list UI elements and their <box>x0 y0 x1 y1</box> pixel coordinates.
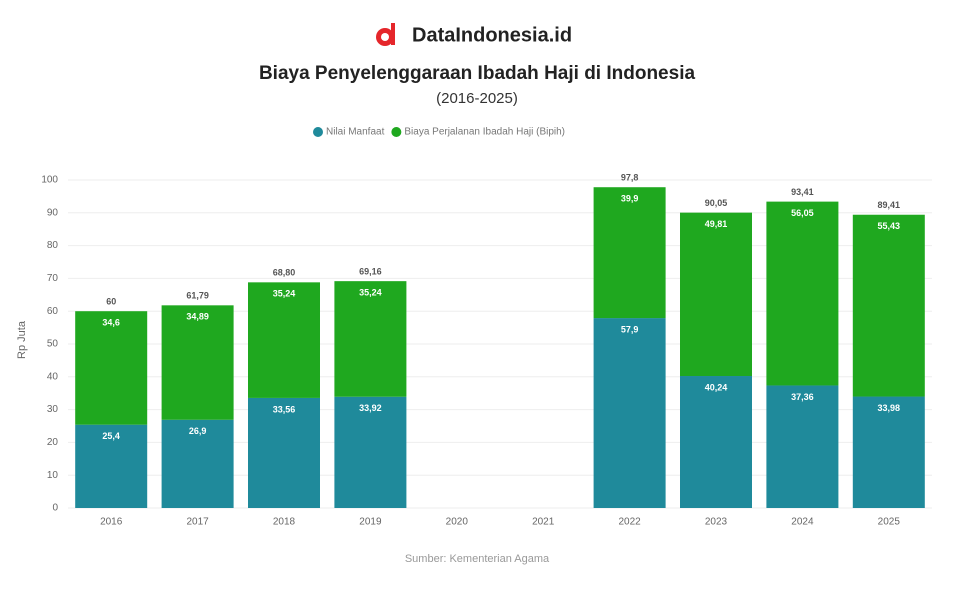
value-label: 33,98 <box>878 403 901 413</box>
value-label: 35,24 <box>273 289 296 299</box>
value-label: 34,89 <box>186 312 209 322</box>
y-tick-label: 80 <box>47 240 59 251</box>
total-label: 89,41 <box>878 200 901 210</box>
total-label: 68,80 <box>273 268 296 278</box>
y-tick-label: 70 <box>47 273 59 284</box>
bar-segment <box>680 376 752 508</box>
value-label: 56,05 <box>791 208 814 218</box>
value-label: 49,81 <box>705 219 728 229</box>
total-label: 61,79 <box>186 291 209 301</box>
source: Sumber: Kementerian Agama <box>405 553 550 565</box>
y-tick-label: 90 <box>47 207 59 218</box>
chart-title: Biaya Penyelenggaraan Ibadah Haji di Ind… <box>259 63 696 84</box>
value-label: 33,56 <box>273 404 296 414</box>
y-tick-label: 20 <box>47 437 59 448</box>
bar-segment <box>75 424 148 508</box>
value-label: 39,9 <box>621 194 639 204</box>
y-tick-label: 40 <box>47 371 59 382</box>
chart-subtitle: (2016-2025) <box>436 90 518 107</box>
total-label: 97,8 <box>621 173 639 183</box>
value-label: 35,24 <box>359 288 382 298</box>
bar-segment <box>75 311 148 425</box>
value-label: 25,4 <box>102 431 120 441</box>
bar-segment <box>766 201 839 386</box>
legend-swatch <box>391 127 402 137</box>
value-label: 34,6 <box>102 318 120 328</box>
brand: DataIndonesia.id <box>412 24 572 46</box>
y-tick-label: 60 <box>47 306 59 317</box>
bar-segment <box>248 397 320 508</box>
value-label: 57,9 <box>621 324 639 334</box>
total-label: 60 <box>106 297 116 307</box>
x-tick-label: 2020 <box>446 517 469 528</box>
value-label: 37,36 <box>791 392 814 402</box>
y-tick-label: 100 <box>41 175 58 186</box>
bar-segment <box>161 419 234 508</box>
y-tick-label: 30 <box>47 404 59 415</box>
total-label: 93,41 <box>791 187 814 197</box>
x-tick-label: 2016 <box>100 517 123 528</box>
x-tick-label: 2021 <box>532 517 555 528</box>
logo: DataIndonesia.id <box>376 23 572 46</box>
bar-segment <box>766 385 839 508</box>
bar-segment <box>852 396 925 508</box>
total-label: 90,05 <box>705 198 728 208</box>
legend-label: Nilai Manfaat <box>326 127 385 138</box>
legend-label: Biaya Perjalanan Ibadah Haji (Bipih) <box>404 127 565 138</box>
y-axis-label: Rp Juta <box>16 320 28 359</box>
bar-segment <box>593 318 666 508</box>
value-label: 26,9 <box>189 426 207 436</box>
bar-segment <box>334 396 407 508</box>
bar-segment <box>334 281 407 397</box>
value-label: 55,43 <box>878 221 901 231</box>
bar-segment <box>593 187 666 319</box>
x-tick-label: 2017 <box>186 517 209 528</box>
legend-swatch <box>313 127 323 137</box>
total-label: 69,16 <box>359 267 382 277</box>
bar-segment <box>680 212 752 377</box>
value-label: 33,92 <box>359 403 382 413</box>
x-tick-label: 2019 <box>359 517 382 528</box>
x-tick-label: 2025 <box>878 517 901 528</box>
bar-segment <box>248 282 320 398</box>
x-tick-label: 2018 <box>273 517 296 528</box>
x-tick-label: 2024 <box>791 517 814 528</box>
y-tick-label: 0 <box>52 503 58 514</box>
value-label: 40,24 <box>705 382 728 392</box>
bar-segment <box>852 214 925 397</box>
x-tick-label: 2022 <box>618 517 641 528</box>
y-tick-label: 10 <box>47 470 59 481</box>
x-tick-label: 2023 <box>705 517 728 528</box>
y-tick-label: 50 <box>47 339 59 350</box>
bar-segment <box>161 305 234 420</box>
